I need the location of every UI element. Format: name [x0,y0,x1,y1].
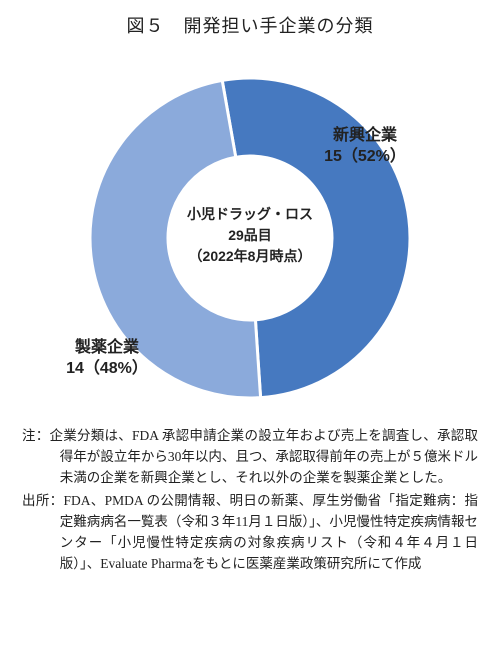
source-text: 出所：FDA、PMDA の公開情報、明日の新薬、厚生労働省「指定難病：指定難病病… [22,491,478,575]
donut-svg [0,38,500,418]
chart-title: 図５ 開発担い手企業の分類 [0,0,500,38]
chart-notes: 注：企業分類は、FDA 承認申請企業の設立年および売上を調査し、承認取得年が設立… [0,418,500,574]
note-text: 注：企業分類は、FDA 承認申請企業の設立年および売上を調査し、承認取得年が設立… [22,426,478,489]
donut-chart: 新興企業15（52%） 製薬企業14（48%） 小児ドラッグ・ロス 29品目 （… [0,38,500,418]
